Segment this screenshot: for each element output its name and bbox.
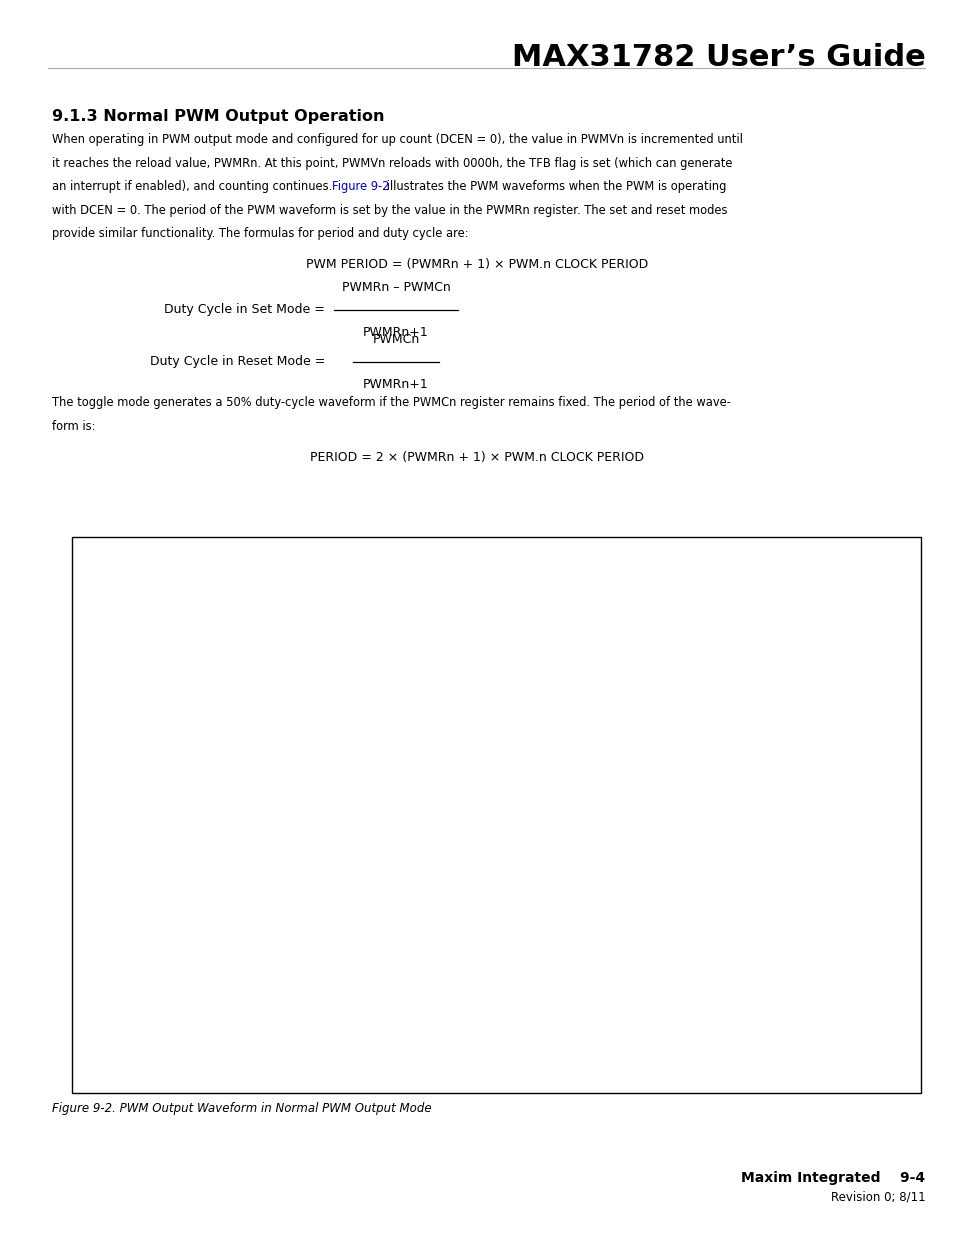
Text: SET MODE: SET MODE xyxy=(151,804,198,813)
Text: The toggle mode generates a 50% duty-cycle waveform if the PWMCn register remain: The toggle mode generates a 50% duty-cyc… xyxy=(52,396,731,410)
Text: PWMVn: PWMVn xyxy=(253,647,286,672)
Text: form is:: form is: xyxy=(52,420,96,433)
Text: TOGGLE MODE: TOGGLE MODE xyxy=(131,1042,198,1051)
Text: 9.1.3 Normal PWM Output Operation: 9.1.3 Normal PWM Output Operation xyxy=(52,109,385,124)
Text: with DCEN = 0. The period of the PWM waveform is set by the value in the PWMRn r: with DCEN = 0. The period of the PWM wav… xyxy=(52,204,727,217)
Text: TOGGLE MODE: TOGGLE MODE xyxy=(131,882,198,890)
Text: RESET MODE: RESET MODE xyxy=(139,842,198,852)
Text: PWMCn < PWMRn: PWMCn < PWMRn xyxy=(538,758,620,767)
Text: Duty Cycle in Set Mode =: Duty Cycle in Set Mode = xyxy=(164,304,329,316)
Text: PWMRn: PWMRn xyxy=(85,609,118,618)
Text: PERIOD = 2 × (PWMRn + 1) × PWM.n CLOCK PERIOD: PERIOD = 2 × (PWMRn + 1) × PWM.n CLOCK P… xyxy=(310,451,643,464)
Text: MAX31782 User’s Guide: MAX31782 User’s Guide xyxy=(511,43,924,72)
Text: 0000: 0000 xyxy=(85,725,108,734)
Text: Figure 9-2. PWM Output Waveform in Normal PWM Output Mode: Figure 9-2. PWM Output Waveform in Norma… xyxy=(52,1102,432,1115)
Text: PWMRn – PWMCn: PWMRn – PWMCn xyxy=(341,280,450,294)
Text: illustrates the PWM waveforms when the PWM is operating: illustrates the PWM waveforms when the P… xyxy=(382,180,725,194)
Text: Revision 0; 8/11: Revision 0; 8/11 xyxy=(830,1191,924,1204)
Text: Maxim Integrated    9-4: Maxim Integrated 9-4 xyxy=(740,1171,924,1184)
Text: Figure 9-2: Figure 9-2 xyxy=(332,180,389,194)
Text: RESET MODE: RESET MODE xyxy=(139,1004,198,1013)
Text: Duty Cycle in Reset Mode =: Duty Cycle in Reset Mode = xyxy=(150,356,329,368)
Text: PWM PERIOD = (PWMRn + 1) × PWM.n CLOCK PERIOD: PWM PERIOD = (PWMRn + 1) × PWM.n CLOCK P… xyxy=(306,258,647,272)
Text: PWMCn > PWMRn: PWMCn > PWMRn xyxy=(85,579,166,588)
Text: PWMCn < PWMRn: PWMCn < PWMRn xyxy=(85,664,166,674)
Text: PWMRn+1: PWMRn+1 xyxy=(363,326,428,340)
Text: PWMCn > PWMRn: PWMCn > PWMRn xyxy=(538,921,620,930)
Text: SET MODE: SET MODE xyxy=(151,965,198,974)
Text: an interrupt if enabled), and counting continues.: an interrupt if enabled), and counting c… xyxy=(52,180,336,194)
Text: provide similar functionality. The formulas for period and duty cycle are:: provide similar functionality. The formu… xyxy=(52,227,469,241)
Text: When operating in PWM output mode and configured for up count (DCEN = 0), the va: When operating in PWM output mode and co… xyxy=(52,133,742,147)
Text: PWMRn+1: PWMRn+1 xyxy=(363,378,428,391)
Text: it reaches the reload value, PWMRn. At this point, PWMVn reloads with 0000h, the: it reaches the reload value, PWMRn. At t… xyxy=(52,157,732,170)
Text: PWMCn: PWMCn xyxy=(372,332,419,346)
